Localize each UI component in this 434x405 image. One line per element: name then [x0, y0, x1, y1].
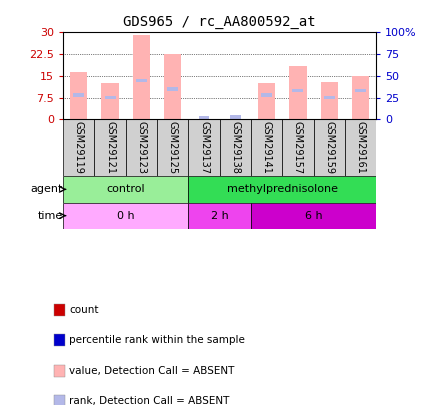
Text: GSM29141: GSM29141	[261, 121, 271, 174]
Text: GSM29161: GSM29161	[355, 121, 365, 174]
Bar	[188, 202, 250, 229]
Text: GSM29119: GSM29119	[74, 121, 83, 174]
Bar	[219, 119, 250, 176]
Text: GSM29137: GSM29137	[199, 121, 208, 174]
Text: 6 h: 6 h	[304, 211, 322, 221]
Bar	[257, 83, 275, 119]
Title: GDS965 / rc_AA800592_at: GDS965 / rc_AA800592_at	[123, 15, 315, 29]
Bar	[250, 119, 282, 176]
Text: rank, Detection Call = ABSENT: rank, Detection Call = ABSENT	[69, 396, 229, 405]
Bar	[229, 115, 240, 119]
Bar	[73, 94, 84, 97]
Text: percentile rank within the sample: percentile rank within the sample	[69, 335, 244, 345]
Text: agent: agent	[31, 184, 63, 194]
Text: GSM29125: GSM29125	[168, 121, 177, 174]
Bar	[260, 94, 272, 97]
Text: count: count	[69, 305, 99, 315]
Text: GSM29123: GSM29123	[136, 121, 146, 174]
Bar	[63, 119, 94, 176]
Bar	[188, 119, 219, 176]
Bar	[132, 35, 150, 119]
Text: GSM29157: GSM29157	[293, 121, 302, 174]
Bar	[198, 116, 209, 119]
Text: GSM29138: GSM29138	[230, 121, 240, 174]
Text: methylprednisolone: methylprednisolone	[226, 184, 337, 194]
Bar	[313, 119, 344, 176]
Bar	[354, 89, 365, 92]
Bar	[289, 66, 306, 119]
Bar	[344, 119, 375, 176]
Text: control: control	[106, 184, 145, 194]
Bar	[63, 202, 188, 229]
Bar	[320, 82, 337, 119]
Bar	[125, 119, 157, 176]
Text: GSM29121: GSM29121	[105, 121, 115, 174]
Bar	[63, 176, 188, 202]
Bar	[351, 76, 368, 119]
Bar	[70, 72, 87, 119]
Bar	[101, 83, 118, 119]
Bar	[94, 119, 125, 176]
Text: value, Detection Call = ABSENT: value, Detection Call = ABSENT	[69, 366, 234, 375]
Text: time: time	[38, 211, 63, 221]
Bar	[323, 96, 334, 100]
Bar	[104, 96, 115, 100]
Bar	[282, 119, 313, 176]
Bar	[164, 54, 181, 119]
Bar	[167, 87, 178, 91]
Text: GSM29159: GSM29159	[324, 121, 333, 174]
Bar	[135, 79, 147, 82]
Text: 2 h: 2 h	[210, 211, 228, 221]
Bar	[292, 89, 303, 92]
Bar	[188, 176, 375, 202]
Bar	[157, 119, 188, 176]
Bar	[250, 202, 375, 229]
Text: 0 h: 0 h	[117, 211, 134, 221]
